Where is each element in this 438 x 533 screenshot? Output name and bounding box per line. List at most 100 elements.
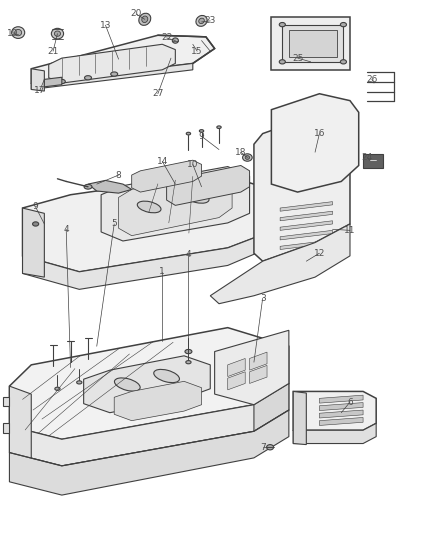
Polygon shape	[49, 44, 175, 83]
Polygon shape	[272, 17, 350, 70]
Text: 5: 5	[111, 220, 117, 229]
Ellipse shape	[55, 387, 60, 390]
Text: 16: 16	[314, 129, 325, 138]
Ellipse shape	[199, 130, 204, 132]
Polygon shape	[293, 423, 376, 443]
Polygon shape	[280, 211, 332, 221]
Polygon shape	[319, 395, 363, 403]
Text: 17: 17	[34, 85, 46, 94]
Ellipse shape	[142, 16, 148, 22]
Ellipse shape	[58, 79, 65, 84]
Polygon shape	[254, 383, 289, 431]
Polygon shape	[272, 94, 359, 192]
Polygon shape	[250, 352, 267, 370]
Text: 6: 6	[347, 398, 353, 407]
Text: 7: 7	[260, 443, 265, 452]
Text: 20: 20	[131, 10, 142, 19]
Ellipse shape	[77, 381, 82, 384]
Polygon shape	[44, 77, 62, 87]
Text: 11: 11	[344, 226, 356, 235]
Ellipse shape	[139, 13, 151, 26]
Polygon shape	[10, 386, 31, 463]
Polygon shape	[283, 25, 343, 62]
Polygon shape	[84, 356, 210, 413]
Text: 4: 4	[64, 225, 69, 234]
Ellipse shape	[279, 22, 286, 27]
Ellipse shape	[111, 72, 118, 76]
Polygon shape	[31, 63, 193, 90]
Polygon shape	[3, 423, 10, 433]
Text: 13: 13	[100, 21, 111, 30]
Polygon shape	[10, 328, 289, 439]
Text: 24: 24	[362, 153, 373, 162]
Ellipse shape	[186, 350, 191, 353]
Ellipse shape	[267, 445, 274, 450]
Text: 21: 21	[47, 47, 59, 55]
Ellipse shape	[279, 60, 286, 64]
Ellipse shape	[217, 126, 221, 128]
Text: 4: 4	[186, 251, 191, 260]
Text: 15: 15	[191, 47, 203, 55]
Text: 8: 8	[116, 171, 121, 180]
Ellipse shape	[84, 184, 92, 189]
Ellipse shape	[185, 191, 209, 203]
Polygon shape	[119, 171, 232, 236]
Text: 14: 14	[156, 157, 168, 166]
Polygon shape	[114, 381, 201, 421]
Ellipse shape	[199, 18, 205, 23]
Ellipse shape	[51, 28, 64, 39]
Polygon shape	[101, 166, 250, 241]
Polygon shape	[22, 173, 263, 272]
Polygon shape	[319, 402, 363, 410]
Text: 10: 10	[187, 160, 198, 169]
Ellipse shape	[340, 60, 346, 64]
Ellipse shape	[196, 15, 207, 26]
Polygon shape	[31, 69, 44, 91]
Polygon shape	[210, 224, 350, 304]
Polygon shape	[22, 208, 44, 277]
Ellipse shape	[12, 27, 25, 38]
Polygon shape	[319, 417, 363, 425]
Polygon shape	[215, 330, 289, 405]
Text: 9: 9	[33, 203, 39, 212]
Polygon shape	[31, 35, 215, 83]
Text: 26: 26	[366, 75, 378, 84]
Text: 18: 18	[235, 148, 247, 157]
Text: 1: 1	[159, 268, 165, 276]
Polygon shape	[289, 30, 337, 56]
Ellipse shape	[54, 31, 60, 36]
Polygon shape	[280, 240, 332, 249]
Polygon shape	[10, 383, 289, 466]
Ellipse shape	[245, 156, 250, 159]
Ellipse shape	[186, 361, 191, 364]
Text: 3: 3	[260, 294, 265, 303]
Text: 9: 9	[199, 132, 205, 141]
Ellipse shape	[172, 38, 178, 43]
Ellipse shape	[85, 76, 92, 80]
Ellipse shape	[154, 369, 180, 383]
Polygon shape	[254, 115, 350, 261]
Polygon shape	[319, 410, 363, 418]
Polygon shape	[250, 366, 267, 383]
Polygon shape	[228, 359, 245, 376]
Polygon shape	[88, 180, 132, 193]
Polygon shape	[132, 160, 201, 192]
Ellipse shape	[243, 154, 252, 161]
Ellipse shape	[137, 201, 161, 213]
Polygon shape	[280, 230, 332, 240]
Polygon shape	[228, 372, 245, 390]
Polygon shape	[3, 397, 10, 406]
Ellipse shape	[114, 378, 140, 391]
Polygon shape	[293, 391, 376, 430]
Polygon shape	[363, 154, 383, 168]
Ellipse shape	[32, 222, 39, 226]
Polygon shape	[166, 165, 250, 205]
Ellipse shape	[14, 29, 21, 36]
Text: 22: 22	[161, 34, 172, 43]
Text: 25: 25	[292, 54, 303, 62]
Polygon shape	[10, 410, 289, 495]
Text: 12: 12	[314, 249, 325, 258]
Polygon shape	[280, 201, 332, 211]
Ellipse shape	[185, 350, 192, 354]
Text: 23: 23	[205, 17, 216, 26]
